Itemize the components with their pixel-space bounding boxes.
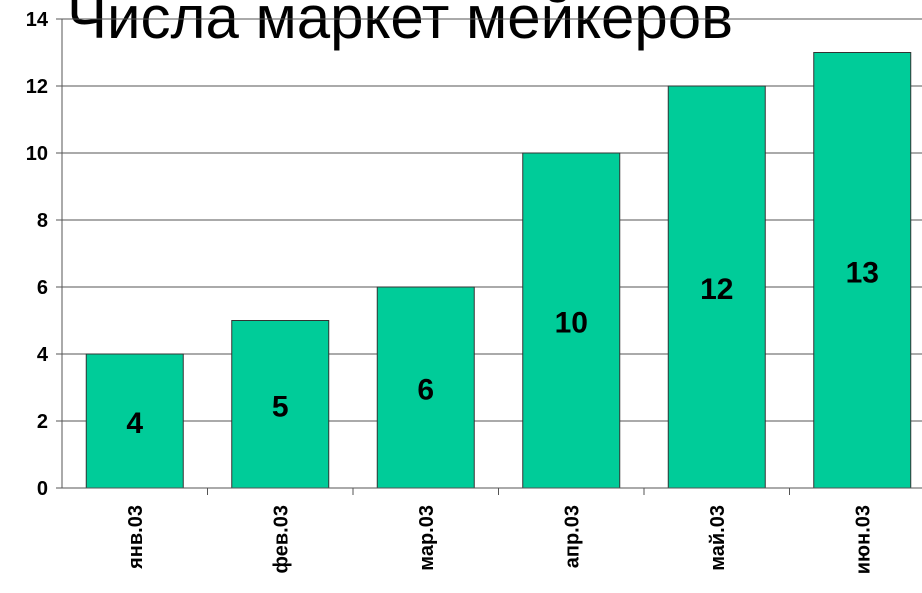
y-tick-label: 8 bbox=[37, 210, 48, 232]
value-label: 5 bbox=[272, 390, 289, 423]
bar bbox=[667, 85, 766, 489]
y-tick-label: 0 bbox=[37, 478, 48, 500]
bar bbox=[522, 152, 621, 489]
y-tick-label: 6 bbox=[37, 277, 48, 299]
y-tick-label: 2 bbox=[37, 411, 48, 433]
y-tick-label: 12 bbox=[26, 76, 48, 98]
bar bbox=[813, 52, 912, 489]
x-tick-label: фев.03 bbox=[270, 505, 292, 573]
chart-title: Числа маркет мейкеров bbox=[67, 0, 733, 51]
y-tick-label: 10 bbox=[26, 143, 48, 165]
x-tick-label: май.03 bbox=[707, 505, 729, 571]
value-label: 12 bbox=[700, 273, 733, 306]
bar bbox=[376, 286, 475, 489]
x-tick-label: апр.03 bbox=[561, 505, 583, 568]
value-label: 6 bbox=[417, 374, 434, 407]
value-label: 4 bbox=[126, 407, 143, 440]
x-tick-label: июн.03 bbox=[852, 505, 874, 574]
x-tick-label: янв.03 bbox=[125, 505, 147, 570]
x-tick-label: мар.03 bbox=[416, 505, 438, 571]
bar bbox=[85, 353, 184, 489]
value-label: 13 bbox=[846, 256, 879, 289]
y-tick-label: 4 bbox=[37, 344, 49, 366]
bar bbox=[231, 320, 330, 489]
y-tick-label: 14 bbox=[26, 9, 49, 31]
value-label: 10 bbox=[555, 307, 588, 340]
